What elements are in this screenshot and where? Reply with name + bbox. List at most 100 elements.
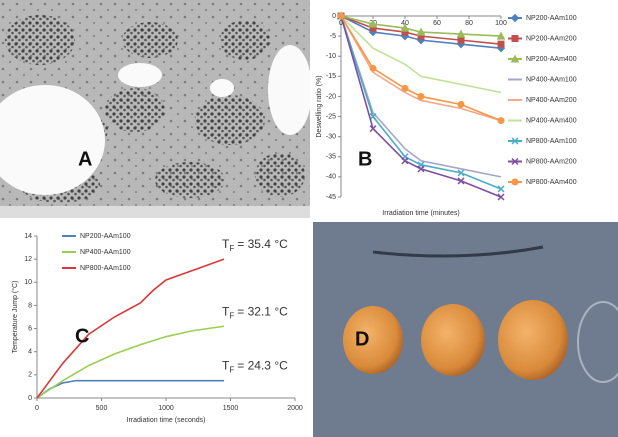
marker — [511, 35, 519, 42]
annotation: TF = 32.1 °C — [222, 304, 288, 320]
annotation-text: = 32.1 °C — [237, 304, 288, 318]
annotation-text: = 24.3 °C — [237, 359, 288, 373]
annotation-subscript: F — [229, 311, 234, 320]
y-tick-label: -30 — [326, 134, 336, 141]
panel-b-chart: 0-5-10-15-20-25-30-35-40-45020406080100I… — [316, 11, 577, 217]
legend-label: NP400-AAm400 — [526, 117, 577, 124]
marker — [511, 157, 519, 166]
y-tick-label: 4 — [28, 349, 32, 356]
legend-label: NP400-AAm100 — [80, 249, 131, 256]
series-line — [36, 258, 225, 399]
series-line — [340, 15, 502, 190]
annotation-subscript: F — [229, 244, 234, 253]
x-axis-label: Irradiation time (seconds) — [127, 417, 206, 424]
marker — [511, 178, 519, 186]
series-line — [340, 15, 502, 122]
panel-label: C — [75, 325, 89, 347]
y-tick-label: -45 — [326, 194, 336, 201]
marker — [457, 177, 465, 185]
marker — [457, 36, 465, 44]
marker — [511, 137, 519, 145]
panel-label: A — [78, 148, 92, 170]
x-tick-label: 60 — [433, 20, 441, 27]
series-line — [340, 15, 502, 37]
panel-c-chart: 0 2 4 6 8 10 12 14 0 500 1000 1500 2000 Irradiation t… — [11, 233, 303, 424]
annotation-symbol: T — [222, 237, 230, 251]
legend-label: NP200-AAm100 — [80, 233, 131, 240]
marker — [497, 193, 505, 201]
y-tick-label: 2 — [28, 372, 32, 379]
x-tick-label: 1500 — [223, 405, 239, 412]
marker — [497, 40, 505, 48]
marker — [456, 29, 466, 38]
panel-label: D — [355, 328, 369, 350]
marker — [510, 13, 520, 23]
legend-label: NP200-AAm200 — [526, 35, 577, 42]
series-line — [340, 15, 502, 198]
marker — [369, 125, 377, 133]
annotation: TF = 35.4 °C — [222, 237, 288, 253]
y-tick-label: 0 — [332, 13, 336, 20]
marker — [497, 185, 505, 193]
x-tick-label: 100 — [495, 20, 507, 27]
y-tick-label: 14 — [24, 233, 32, 240]
x-tick-label: 0 — [35, 405, 39, 412]
x-tick-label: 1000 — [158, 405, 174, 412]
x-tick-label: 0 — [339, 20, 343, 27]
panel-a-micrograph: A — [0, 0, 310, 218]
y-axis-label: Deswelling ratio (%) — [316, 75, 323, 137]
marker — [369, 64, 377, 72]
y-tick-label: 10 — [24, 279, 32, 286]
y-tick-label: -25 — [326, 113, 336, 120]
marker — [417, 92, 425, 100]
marker — [337, 12, 345, 20]
legend-label: NP800-AAm200 — [526, 158, 577, 165]
x-tick-label: 500 — [96, 405, 108, 412]
series-line — [36, 379, 225, 399]
marker — [457, 169, 465, 177]
y-tick-label: -35 — [326, 154, 336, 161]
panel-d-photo: D — [313, 222, 618, 437]
legend-label: NP200-AAm400 — [526, 56, 577, 63]
marker — [510, 54, 520, 63]
marker — [368, 19, 378, 28]
series-line — [340, 15, 502, 122]
series-line — [340, 15, 502, 178]
y-tick-label: -20 — [326, 93, 336, 100]
marker — [401, 84, 409, 92]
marker — [417, 165, 425, 173]
legend-label: NP200-AAm100 — [526, 15, 577, 22]
y-axis-label: Temperature Jump (°C) — [11, 281, 19, 354]
annotation: TF = 24.3 °C — [222, 359, 288, 375]
annotation-subscript: F — [229, 366, 234, 375]
marker — [497, 117, 505, 125]
marker — [369, 113, 377, 121]
annotation-text: = 35.4 °C — [237, 237, 288, 251]
legend-label: NP800-AAm100 — [526, 138, 577, 145]
marker — [416, 27, 426, 36]
x-tick-label: 40 — [401, 20, 409, 27]
x-tick-label: 2000 — [287, 405, 303, 412]
y-tick-label: 12 — [24, 256, 32, 263]
annotation-symbol: T — [222, 359, 230, 373]
legend-label: NP800-AAm400 — [526, 179, 577, 186]
x-tick-label: 80 — [465, 20, 473, 27]
y-tick-label: 0 — [28, 395, 32, 402]
annotation-symbol: T — [222, 304, 230, 318]
series-line — [340, 15, 502, 94]
x-axis-label: Irradiation time (minutes) — [382, 210, 459, 217]
series-line — [36, 325, 225, 399]
marker — [496, 31, 506, 40]
marker — [401, 157, 409, 165]
legend-label: NP400-AAm200 — [526, 97, 577, 104]
y-tick-label: -5 — [330, 33, 336, 40]
panel-label: B — [358, 148, 372, 170]
y-tick-label: 8 — [28, 302, 32, 309]
legend-label: NP400-AAm100 — [526, 76, 577, 83]
series-line — [340, 15, 502, 49]
marker — [400, 23, 410, 32]
y-tick-label: -10 — [326, 53, 336, 60]
y-tick-label: 6 — [28, 325, 32, 332]
legend-label: NP800-AAm100 — [80, 265, 131, 272]
